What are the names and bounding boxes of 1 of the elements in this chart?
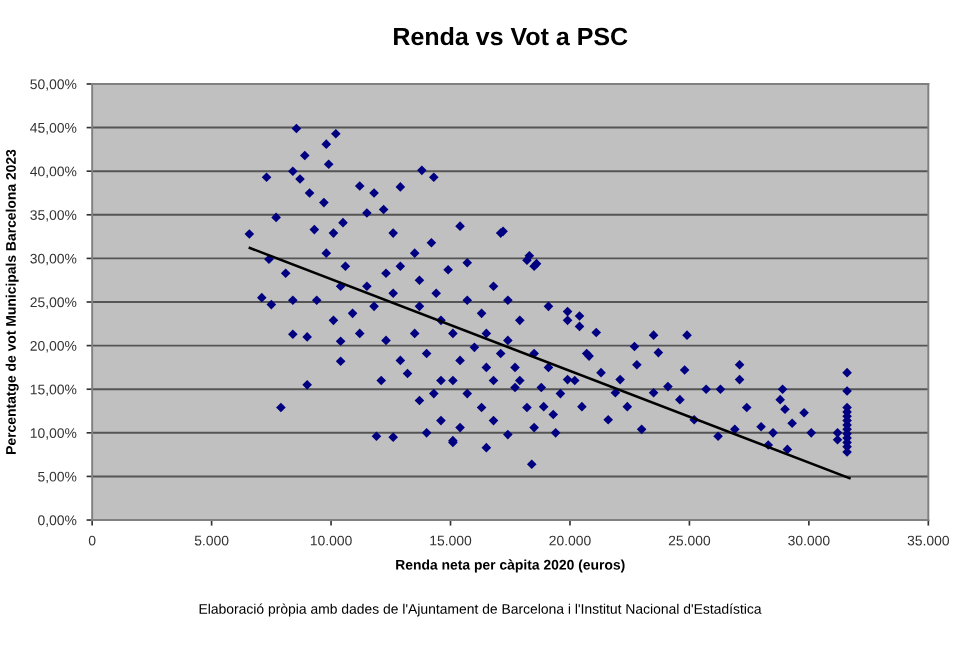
- chart-title: Renda vs Vot a PSC: [394, 26, 628, 46]
